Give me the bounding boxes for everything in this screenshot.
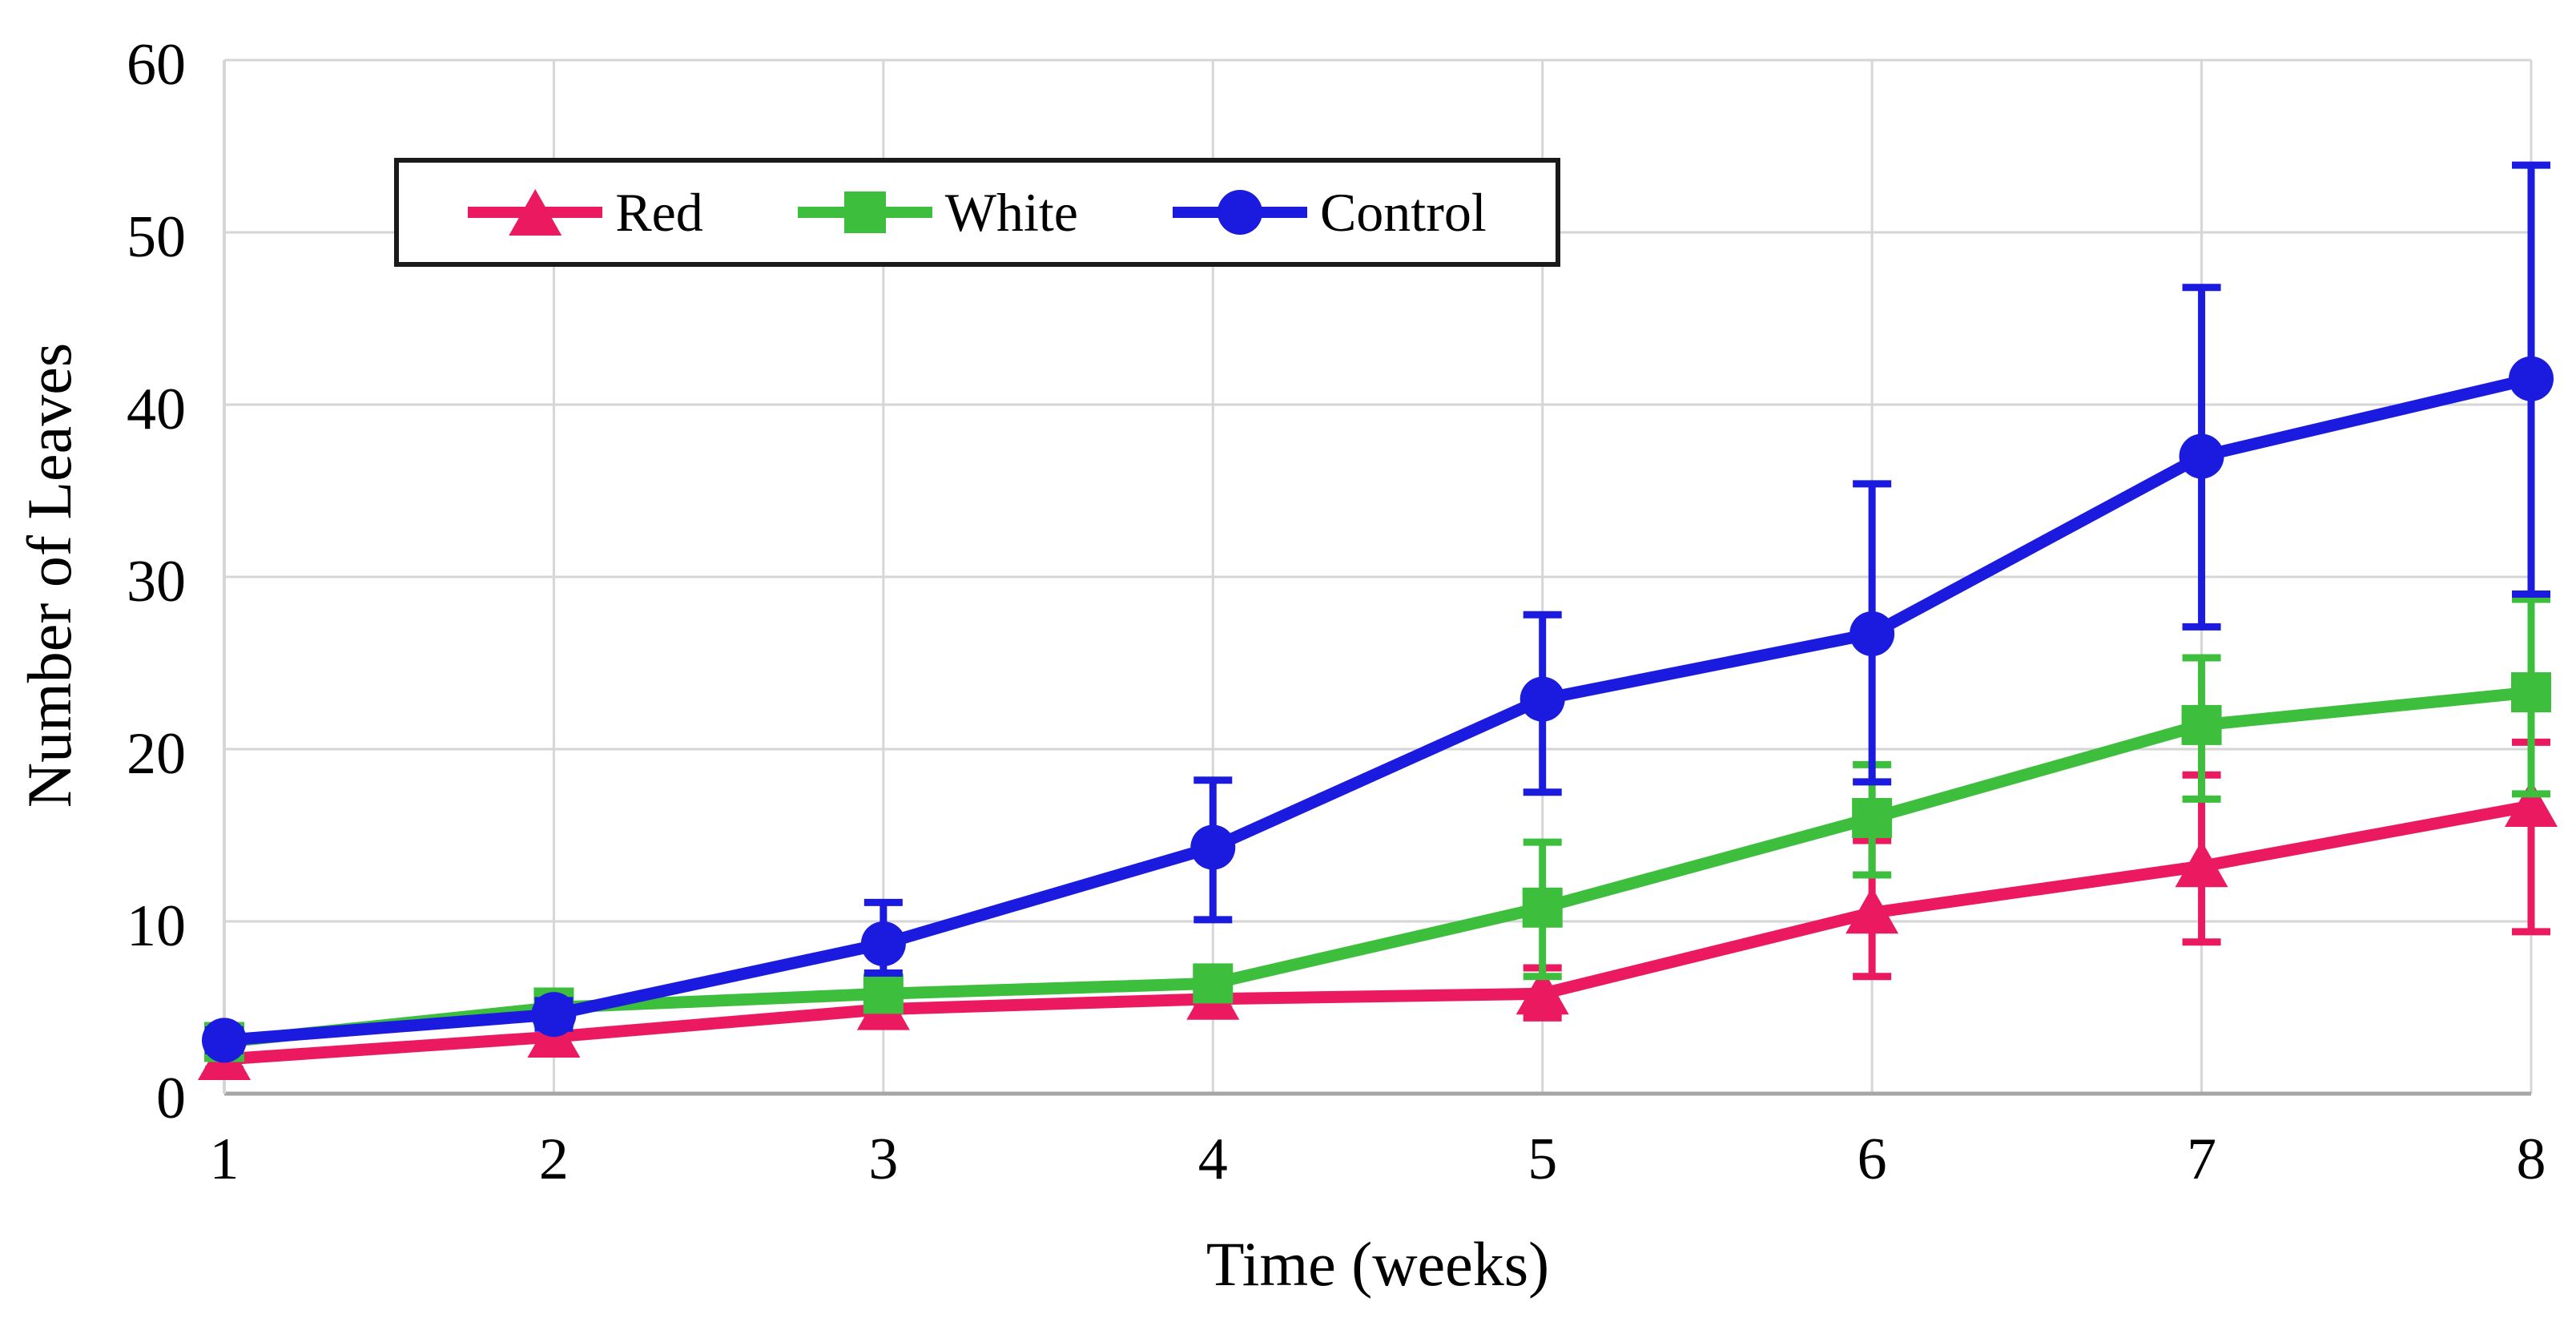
- data-point-circle: [202, 1018, 247, 1063]
- x-tick-label: 4: [1198, 1127, 1228, 1192]
- legend-label-control: Control: [1319, 182, 1487, 243]
- data-point-triangle: [1845, 887, 1899, 934]
- x-axis-title: Time (weeks): [1205, 1229, 1550, 1299]
- data-point-circle: [1190, 824, 1236, 870]
- data-point-square: [863, 973, 904, 1014]
- data-point-circle: [1849, 611, 1895, 656]
- data-point-triangle: [2505, 780, 2558, 827]
- legend-label-white: White: [944, 182, 1078, 243]
- x-tick-label: 5: [1527, 1127, 1557, 1192]
- x-tick-label: 3: [868, 1127, 898, 1192]
- series-line-control: [218, 373, 2538, 1046]
- x-tick-label: 1: [210, 1127, 239, 1192]
- data-point-circle: [860, 921, 906, 966]
- x-tick-label: 2: [539, 1127, 569, 1192]
- legend-item-red: Red: [468, 185, 703, 240]
- data-point-circle: [531, 992, 577, 1038]
- data-point-triangle: [1515, 968, 1569, 1015]
- y-tick-label: 40: [127, 377, 186, 442]
- y-tick-label: 0: [156, 1066, 186, 1131]
- x-tick-label: 7: [2187, 1127, 2216, 1192]
- legend-item-control: Control: [1172, 182, 1487, 243]
- data-point-square: [2181, 704, 2222, 745]
- y-axis-title: Number of Leaves: [14, 342, 84, 808]
- legend-marker-control-circle-icon: [1172, 187, 1307, 238]
- data-point-triangle: [2175, 840, 2228, 888]
- legend-item-white: White: [797, 182, 1078, 243]
- series-line-red: [218, 800, 2538, 1066]
- data-point-square: [1522, 887, 1563, 928]
- data-point-square: [1852, 798, 1893, 838]
- data-point-circle: [2509, 356, 2554, 401]
- y-tick-label: 30: [127, 549, 186, 615]
- legend-marker-red-triangle-icon: [468, 187, 603, 238]
- y-tick-label: 50: [127, 204, 186, 270]
- chart-legend: Red White Control: [394, 158, 1560, 267]
- y-tick-label: 20: [127, 721, 186, 787]
- legend-label-red: Red: [615, 182, 703, 243]
- data-point-square: [2511, 672, 2551, 713]
- y-tick-label: 60: [127, 32, 186, 98]
- x-tick-label: 6: [1858, 1127, 1887, 1192]
- x-tick-label: 8: [2517, 1127, 2546, 1192]
- data-point-square: [1193, 963, 1234, 1004]
- legend-marker-white-square-icon: [797, 187, 932, 238]
- y-tick-label: 10: [127, 893, 186, 959]
- data-point-circle: [2179, 433, 2224, 479]
- data-point-circle: [1519, 676, 1565, 722]
